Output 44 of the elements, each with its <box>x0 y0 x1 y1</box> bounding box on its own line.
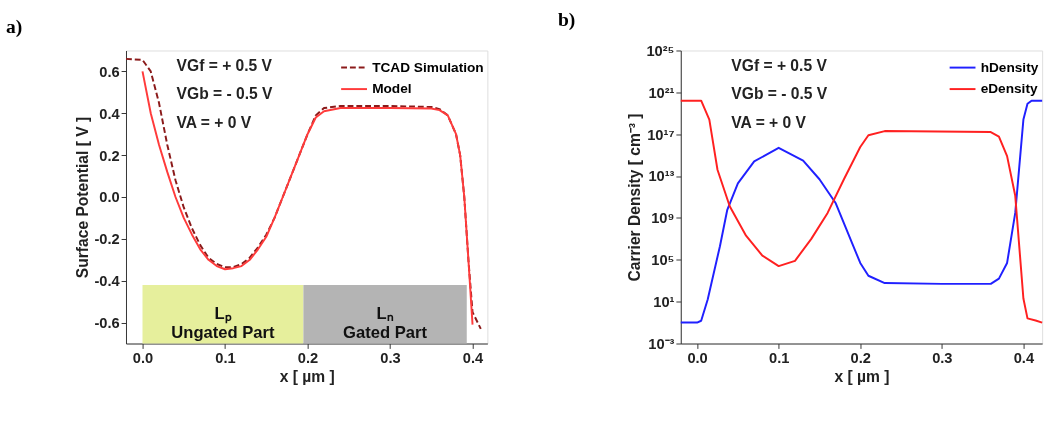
x-tick-label: 0.4 <box>462 349 485 366</box>
y-tick-label: 0.0 <box>99 189 120 206</box>
legend-label: hDensity <box>980 59 1039 75</box>
annotation: VA = + 0 V <box>176 113 252 131</box>
annotation: VGb = - 0.5 V <box>731 85 828 103</box>
x-tick-label: 0.4 <box>1013 349 1035 366</box>
chart-title: b) <box>557 9 576 32</box>
x-tick-label: 0.0 <box>687 349 708 366</box>
x-tick-label: 0.2 <box>850 349 871 366</box>
legend-label: TCAD Simulation <box>372 59 484 75</box>
x-axis-title: x [ µm ] <box>834 368 890 386</box>
y-tick-label: 10⁵ <box>651 252 675 269</box>
y-tick-label: 10¹⁷ <box>647 126 675 143</box>
y-tick-label: -0.4 <box>94 273 121 290</box>
annotation: VGb = - 0.5 V <box>176 85 274 103</box>
y-tick-label: 0.6 <box>99 63 120 80</box>
x-tick-label: 0.2 <box>297 349 319 366</box>
y-tick-label: 0.2 <box>99 147 120 164</box>
x-tick-label: 0.0 <box>132 349 154 366</box>
x-tick-label: 0.3 <box>380 349 401 366</box>
y-tick-label: 10²⁵ <box>646 42 675 59</box>
y-tick-label: -0.6 <box>94 314 120 331</box>
line-series <box>679 99 1044 324</box>
band-label: Lₚ Ungated Part <box>171 304 276 342</box>
band-label: Lₙ Gated Part <box>343 304 428 342</box>
y-tick-label: -0.2 <box>94 231 120 248</box>
x-tick-label: 0.1 <box>215 349 236 366</box>
annotation: VGf = + 0.5 V <box>176 57 273 75</box>
x-tick-label: 0.1 <box>768 349 790 366</box>
y-tick-label: 10⁻³ <box>648 335 675 352</box>
chart-title: a) <box>6 15 23 38</box>
annotation: VA = + 0 V <box>731 113 807 131</box>
y-tick-label: 10⁹ <box>651 210 675 227</box>
legend-label: Model <box>372 80 412 96</box>
y-tick-label: 10²¹ <box>648 84 675 101</box>
legend-label: eDensity <box>980 80 1038 96</box>
x-tick-label: 0.3 <box>932 349 953 366</box>
y-axis-title: Carrier Density [ cm⁻³ ] <box>625 113 643 282</box>
annotation: VGf = + 0.5 V <box>731 57 828 75</box>
y-axis-title: Surface Potential [ V ] <box>73 116 91 279</box>
y-tick-label: 0.4 <box>99 105 121 122</box>
y-tick-label: 10¹ <box>653 294 675 311</box>
y-tick-label: 10¹³ <box>648 168 675 185</box>
x-axis-title: x [ µm ] <box>279 368 335 386</box>
